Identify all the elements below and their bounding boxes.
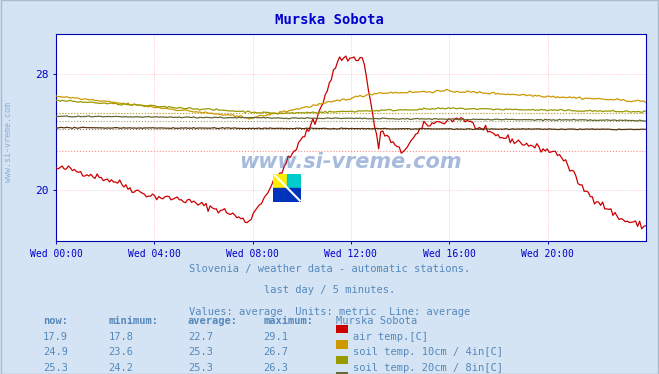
Text: Values: average  Units: metric  Line: average: Values: average Units: metric Line: aver…: [189, 307, 470, 317]
Text: 25.3: 25.3: [188, 347, 213, 358]
Text: Slovenia / weather data - automatic stations.: Slovenia / weather data - automatic stat…: [189, 264, 470, 274]
Text: 25.3: 25.3: [43, 363, 68, 373]
Text: www.si-vreme.com: www.si-vreme.com: [4, 102, 13, 182]
Text: 23.6: 23.6: [109, 347, 134, 358]
Text: 26.7: 26.7: [264, 347, 289, 358]
Text: www.si-vreme.com: www.si-vreme.com: [240, 152, 462, 172]
Text: last day / 5 minutes.: last day / 5 minutes.: [264, 285, 395, 295]
Text: Murska Sobota: Murska Sobota: [275, 13, 384, 27]
Text: 22.7: 22.7: [188, 332, 213, 342]
Text: soil temp. 20cm / 8in[C]: soil temp. 20cm / 8in[C]: [353, 363, 503, 373]
Bar: [273, 188, 301, 202]
Text: 24.9: 24.9: [43, 347, 68, 358]
Text: 17.9: 17.9: [43, 332, 68, 342]
Text: now:: now:: [43, 316, 68, 326]
Text: Murska Sobota: Murska Sobota: [336, 316, 417, 326]
Text: 26.3: 26.3: [264, 363, 289, 373]
Text: soil temp. 10cm / 4in[C]: soil temp. 10cm / 4in[C]: [353, 347, 503, 358]
Text: average:: average:: [188, 316, 238, 326]
Text: 29.1: 29.1: [264, 332, 289, 342]
Text: maximum:: maximum:: [264, 316, 314, 326]
Bar: [287, 174, 301, 188]
Text: air temp.[C]: air temp.[C]: [353, 332, 428, 342]
Bar: [273, 174, 287, 188]
Text: 24.2: 24.2: [109, 363, 134, 373]
Text: 17.8: 17.8: [109, 332, 134, 342]
Text: 25.3: 25.3: [188, 363, 213, 373]
Text: minimum:: minimum:: [109, 316, 159, 326]
